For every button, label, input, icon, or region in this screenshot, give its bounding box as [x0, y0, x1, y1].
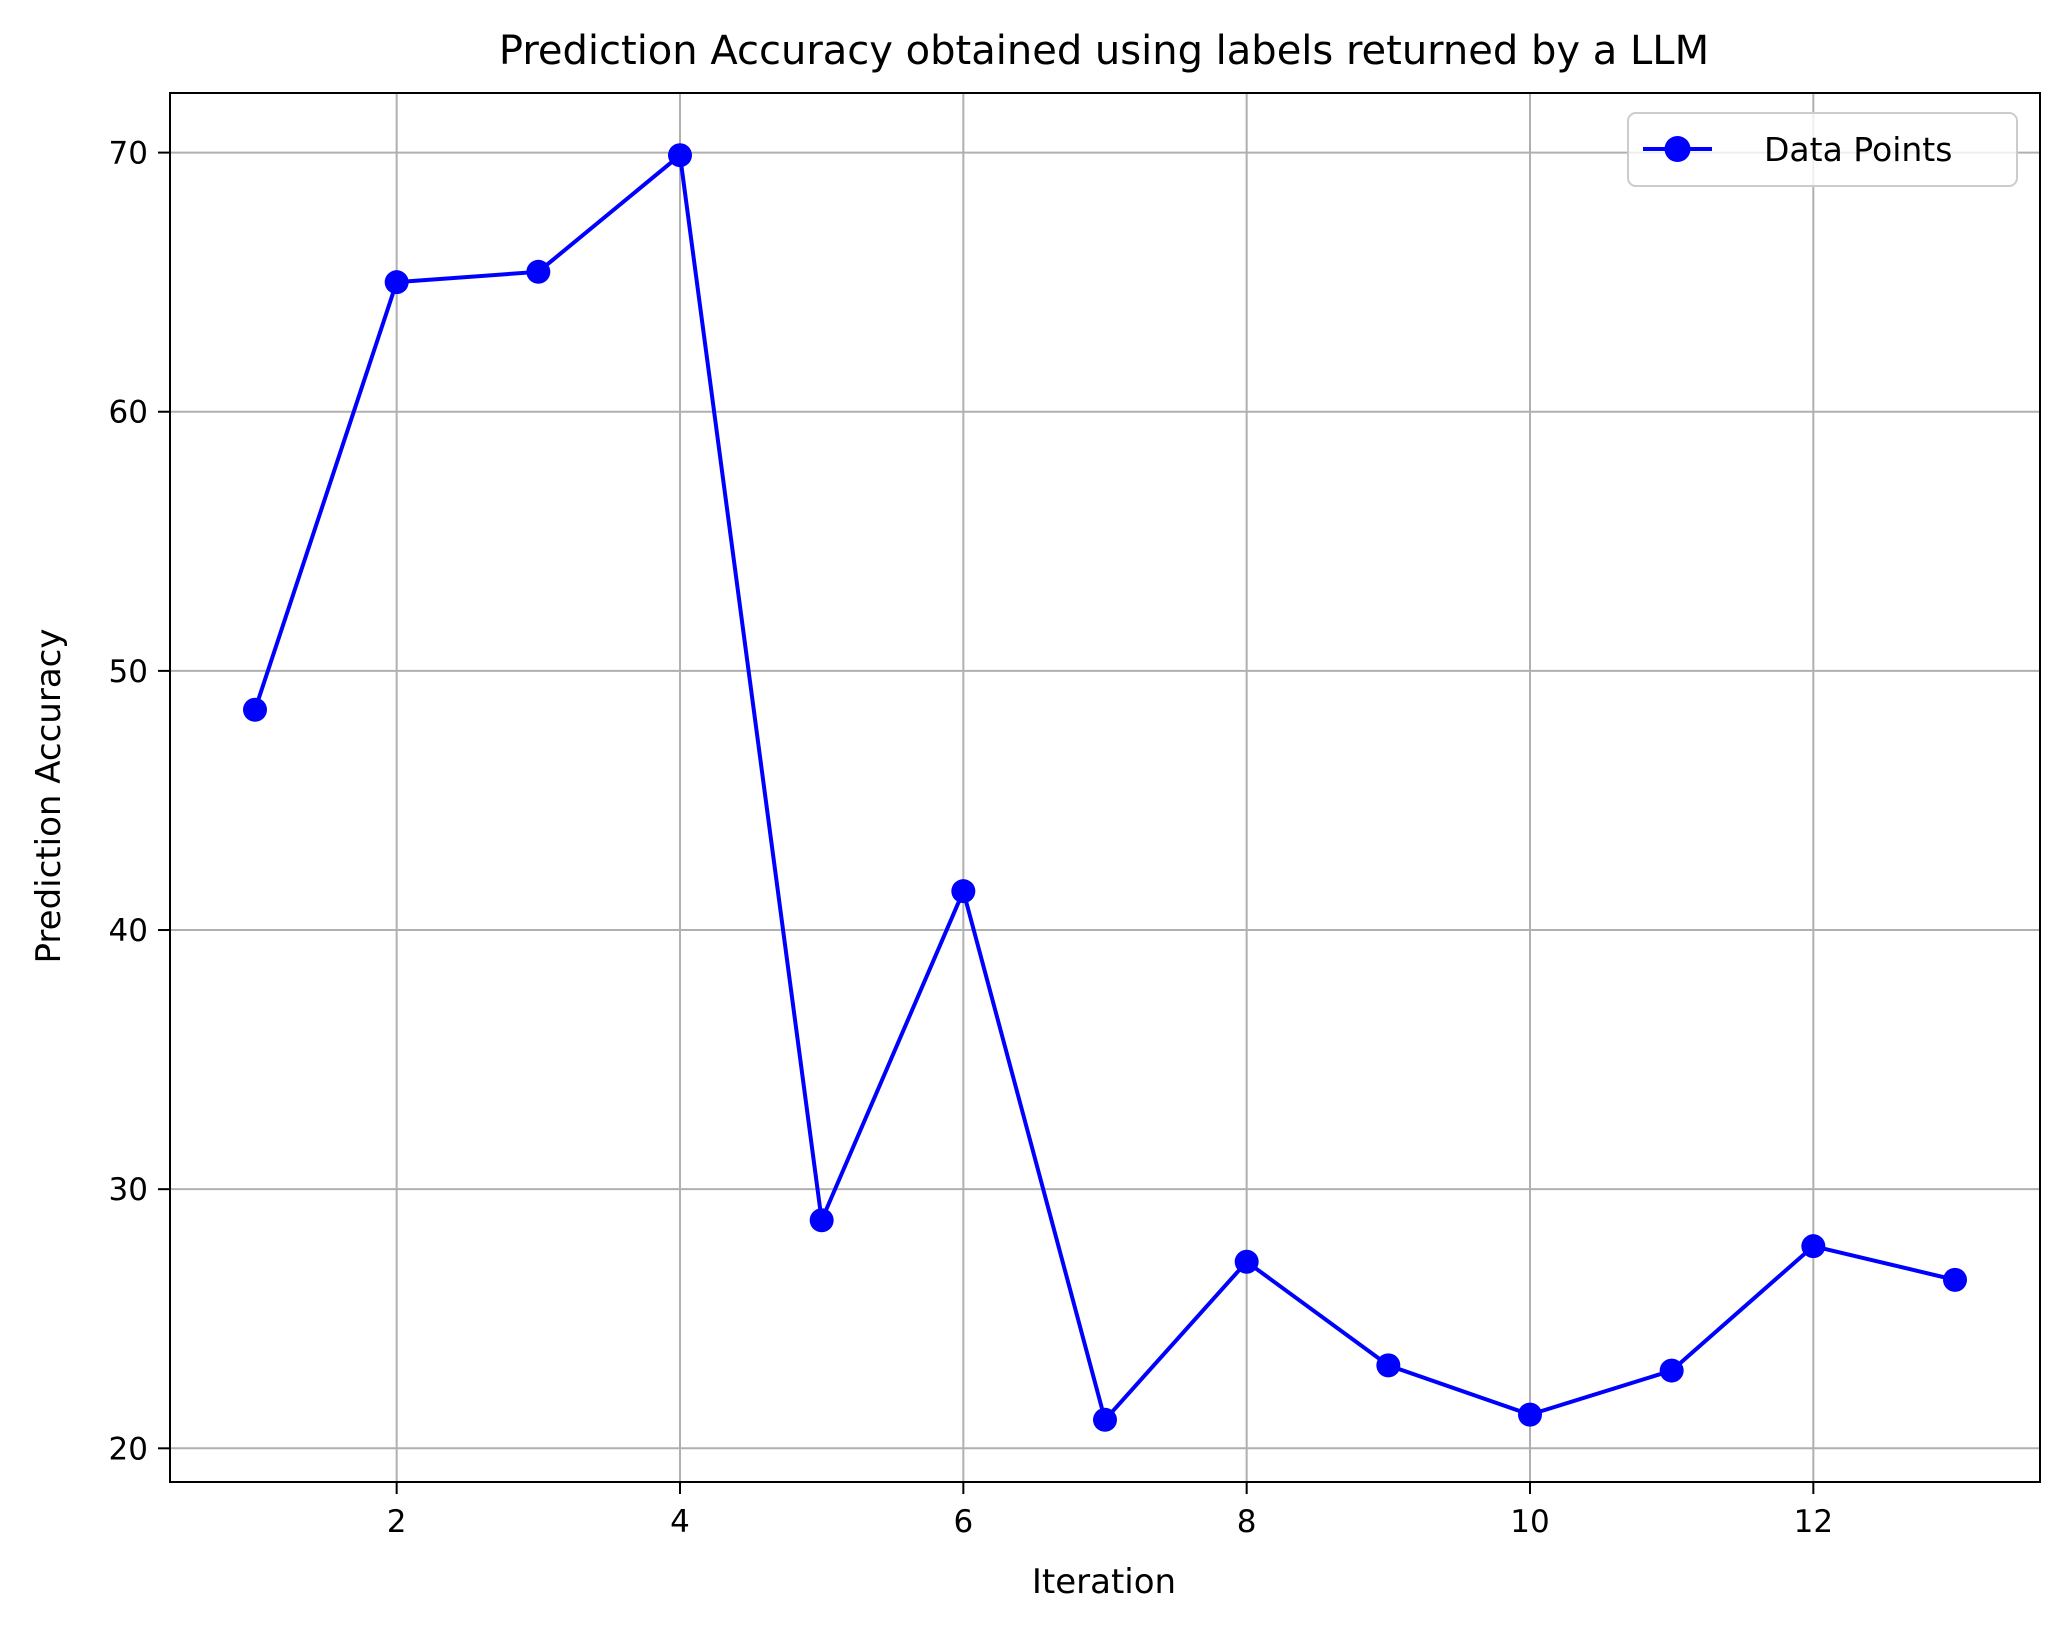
data-point: [951, 879, 976, 904]
y-tick-label: 70: [109, 136, 148, 172]
y-axis-label: Prediction Accuracy: [29, 629, 69, 964]
data-point: [1518, 1402, 1542, 1427]
data-point: [1376, 1353, 1401, 1378]
legend-marker-icon: [1664, 136, 1691, 162]
data-point: [1943, 1267, 1967, 1292]
data-point: [1801, 1234, 1826, 1259]
x-tick-label: 6: [953, 1504, 973, 1540]
x-tick-label: 12: [1794, 1504, 1833, 1540]
data-point: [384, 270, 409, 295]
data-point: [668, 143, 692, 168]
data-point: [1234, 1249, 1259, 1274]
x-tick-label: 8: [1237, 1504, 1257, 1540]
legend: Data Points: [1627, 112, 2018, 187]
series-layer: [243, 143, 1967, 1432]
data-point: [1659, 1358, 1684, 1383]
plot-frame: [169, 92, 2041, 1483]
y-tick-label: 50: [109, 654, 148, 690]
data-point: [809, 1208, 834, 1233]
axis-ticks: 2 4 6 8 10 12 20 30 40 50 60 70: [109, 136, 1834, 1540]
data-point: [243, 697, 267, 722]
grid-lines: [170, 93, 2040, 1482]
chart-title: Prediction Accuracy obtained using label…: [499, 28, 1709, 74]
x-tick-label: 2: [387, 1504, 407, 1540]
y-tick-label: 30: [109, 1172, 148, 1208]
data-point: [526, 259, 551, 284]
x-axis-label: Iteration: [1032, 1562, 1176, 1602]
y-tick-label: 40: [109, 913, 148, 949]
y-tick-label: 20: [109, 1431, 148, 1467]
x-tick-label: 4: [670, 1504, 690, 1540]
x-tick-label: 10: [1510, 1504, 1549, 1540]
y-tick-label: 60: [109, 395, 148, 431]
legend-entry-label: Data Points: [1764, 130, 1952, 169]
data-point: [1093, 1407, 1117, 1432]
legend-box: [1627, 112, 2018, 187]
